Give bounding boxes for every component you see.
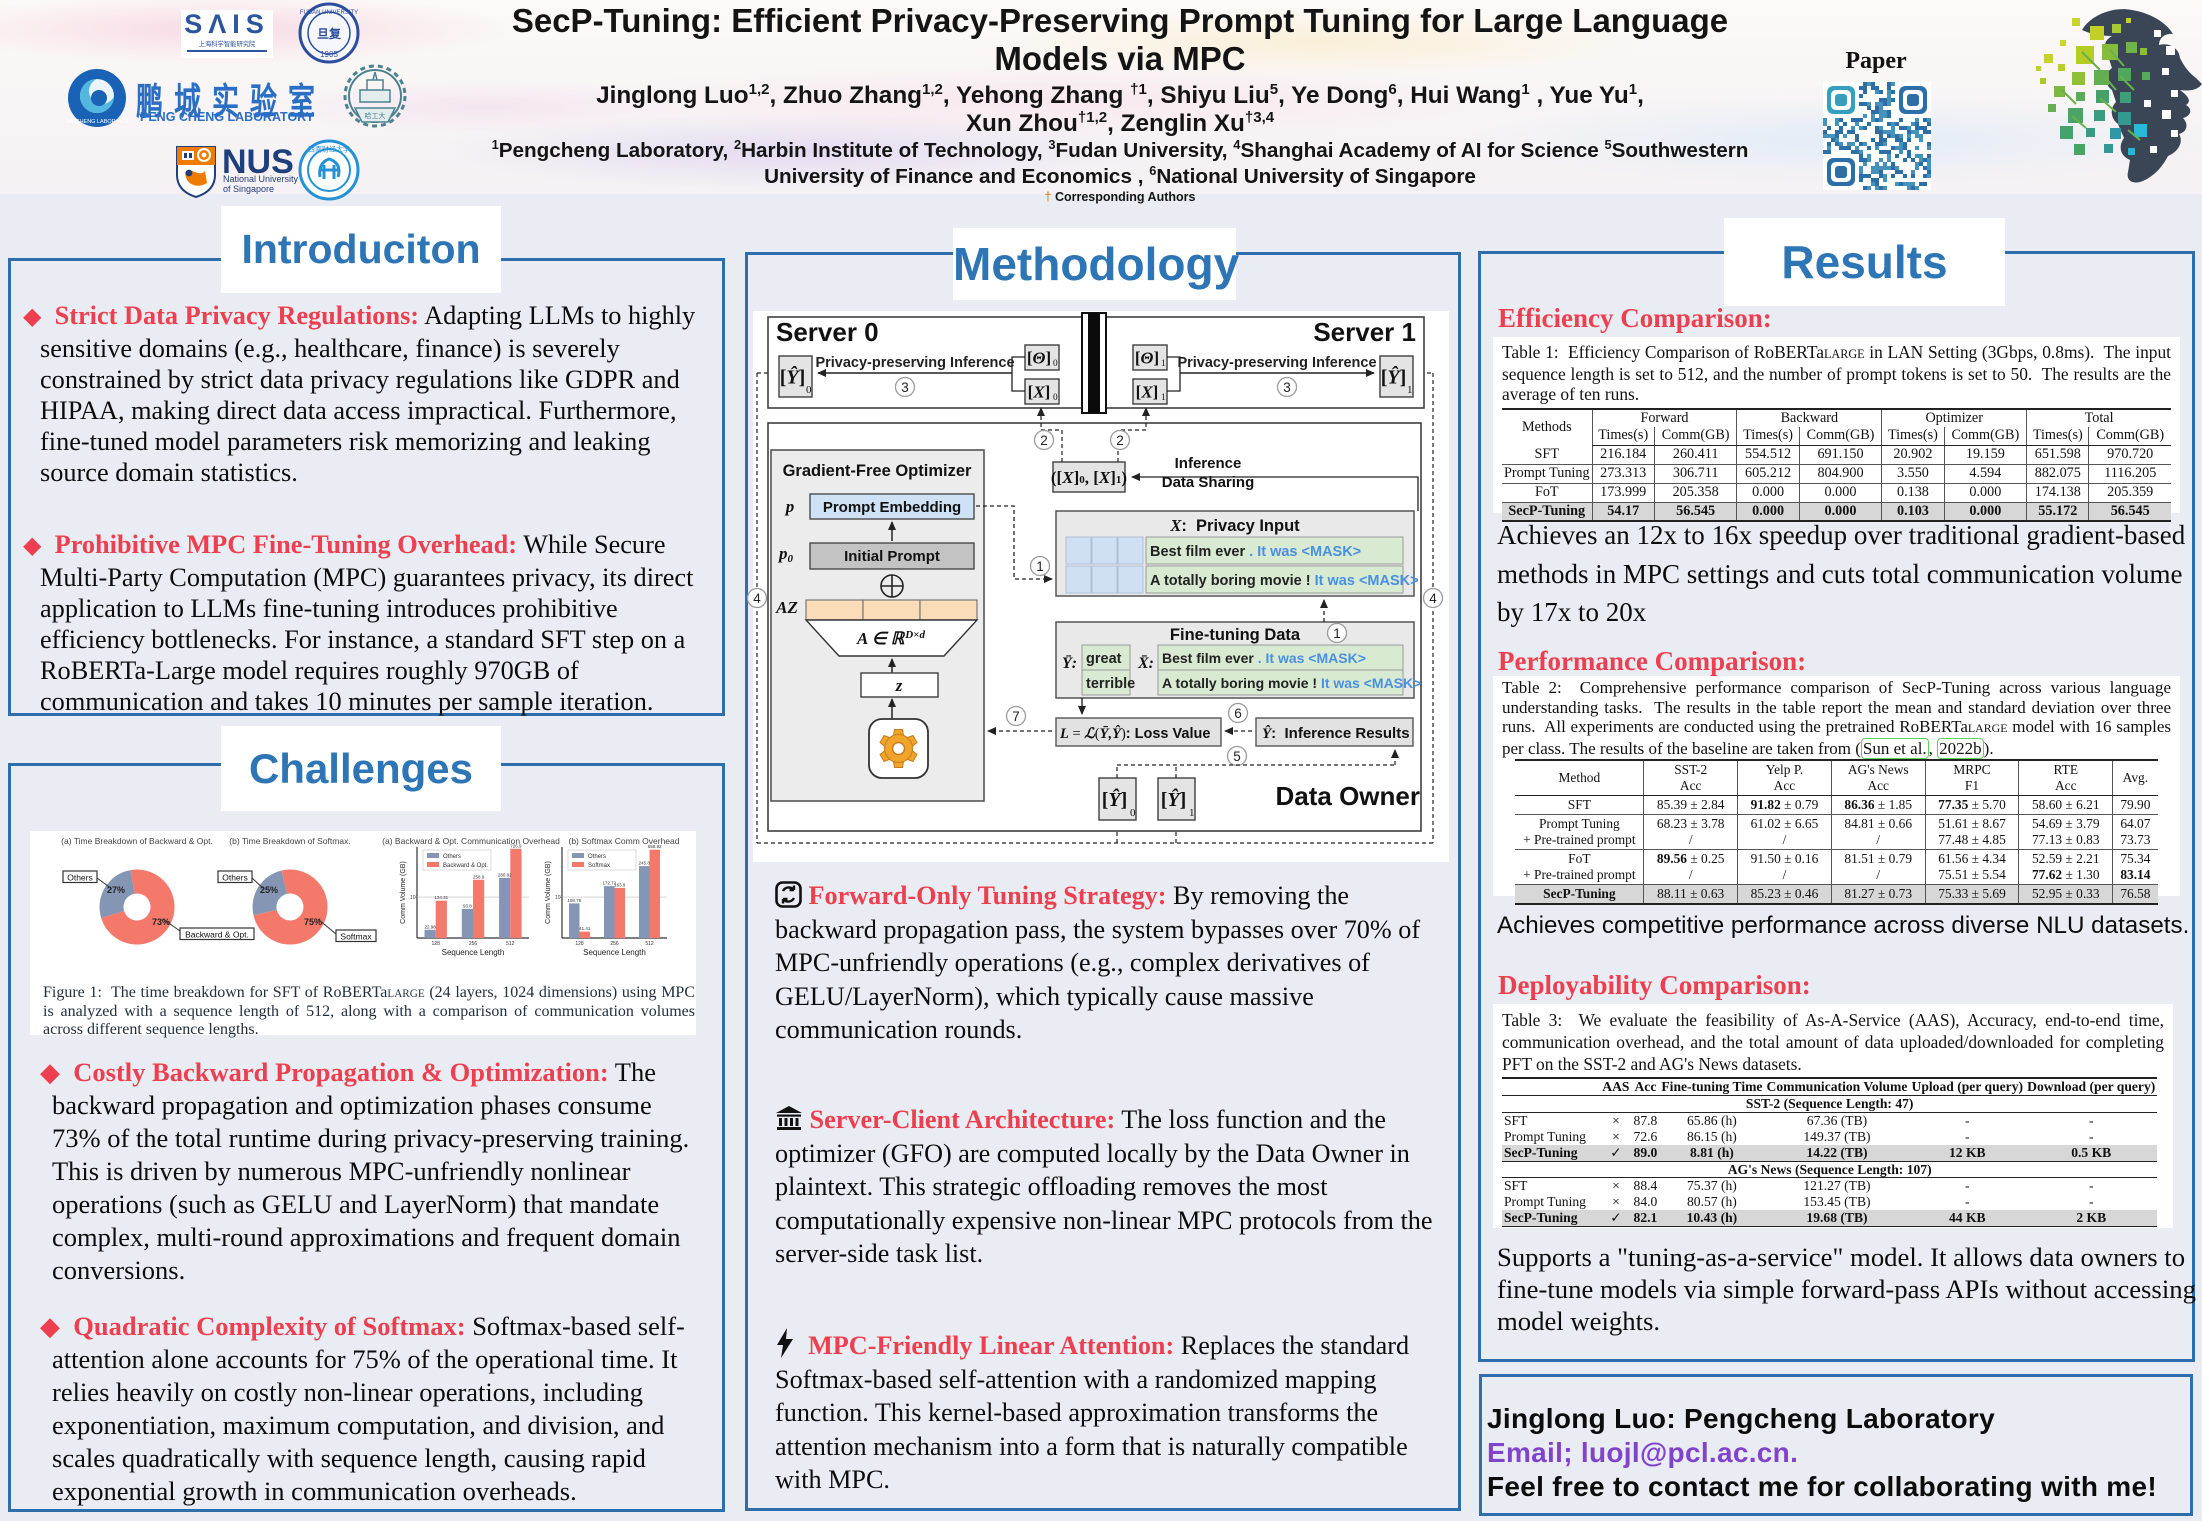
svg-text:[Θ]: [Θ] [1135,348,1159,367]
svg-text:terrible: terrible [1086,676,1135,692]
svg-text:7: 7 [1012,709,1020,724]
svg-text:256: 256 [469,941,478,947]
svg-text:2: 2 [1116,433,1124,448]
svg-text:Backward & Opt.: Backward & Opt. [185,930,249,940]
svg-text:1: 1 [1407,384,1413,396]
svg-text:Server 0: Server 0 [776,317,879,347]
svg-text:0: 0 [1130,807,1136,819]
svg-text:Data Sharing: Data Sharing [1162,474,1255,491]
svg-text:FUDAN UNIVERSITY: FUDAN UNIVERSITY [300,10,358,16]
svg-text:93.8: 93.8 [463,903,472,908]
svg-text:Softmax: Softmax [588,863,610,869]
svg-text:1: 1 [1161,359,1166,369]
svg-text:172.72: 172.72 [602,881,616,886]
svg-text:3: 3 [901,380,909,395]
svg-text:25%: 25% [260,885,278,895]
svg-text:0: 0 [1053,393,1058,403]
svg-text:10²: 10² [555,895,563,901]
svg-text:0: 0 [1053,359,1058,369]
svg-text:L = ℒ(Ȳ,Ŷ): Loss Value: L = ℒ(Ȳ,Ŷ): Loss Value [1059,725,1210,742]
svg-text:[Θ]: [Θ] [1027,348,1051,367]
svg-text:Server 1: Server 1 [1313,317,1416,347]
svg-text:旦复: 旦复 [317,26,342,41]
svg-text:Data Owner: Data Owner [1276,781,1421,811]
svg-text:Inference: Inference [1175,455,1242,472]
svg-text:Best film ever . It was <MASK>: Best film ever . It was <MASK> [1150,544,1361,560]
svg-text:哈工大: 哈工大 [365,111,386,120]
svg-text:Others: Others [222,873,248,883]
svg-text:A totally boring movie ! It wa: A totally boring movie ! It was <MASK> [1162,675,1421,691]
svg-text:1: 1 [1189,807,1195,819]
svg-text:280.82: 280.82 [498,872,512,877]
svg-text:3: 3 [1283,380,1291,395]
svg-text:[X]: [X] [1136,382,1159,401]
svg-text:[Ŷ]: [Ŷ] [1161,787,1187,811]
svg-text:134.31: 134.31 [434,895,448,900]
svg-text:258.9: 258.9 [473,874,485,879]
svg-text:AZ: AZ [775,598,798,617]
svg-text:2: 2 [1040,433,1048,448]
svg-text:27%: 27% [107,885,125,895]
svg-text:1: 1 [1036,559,1044,574]
svg-text:X: Privacy Input: X: Privacy Input [1169,516,1300,535]
svg-text:Prompt Embedding: Prompt Embedding [823,499,961,516]
svg-text:Gradient-Free Optimizer: Gradient-Free Optimizer [783,462,972,480]
svg-text:22.98: 22.98 [424,924,436,929]
svg-text:512: 512 [506,941,515,947]
svg-text:Ŷ: Inference Results: Ŷ: Inference Results [1262,725,1410,742]
svg-text:[Ŷ]: [Ŷ] [780,364,806,388]
svg-text:(b) Softmax Comm Overhead: (b) Softmax Comm Overhead [568,836,679,846]
svg-text:Privacy-preserving Inference: Privacy-preserving Inference [1177,355,1376,371]
svg-text:Privacy-preserving Inference: Privacy-preserving Inference [815,355,1014,371]
svg-text:245.8: 245.8 [639,861,651,866]
svg-text:Others: Others [443,854,461,860]
svg-text:A totally boring movie ! It wa: A totally boring movie ! It was <MASK> [1150,573,1419,589]
svg-text:[Ŷ]: [Ŷ] [1102,787,1128,811]
svg-text:p: p [784,497,795,516]
svg-text:10²: 10² [410,895,418,901]
svg-text:西南财经大学: 西南财经大学 [308,145,350,154]
svg-text:658.92: 658.92 [648,844,662,849]
svg-text:[X]: [X] [1028,382,1051,401]
svg-text:Fine-tuning Data: Fine-tuning Data [1170,626,1301,644]
svg-text:512: 512 [645,941,654,947]
svg-text:Sequence Length: Sequence Length [442,948,505,957]
svg-text:1: 1 [1161,393,1166,403]
svg-text:0: 0 [806,384,812,396]
svg-text:Comm Volume (GB): Comm Volume (GB) [400,861,407,924]
svg-text:726.9: 726.9 [510,843,522,848]
svg-text:256: 256 [610,941,619,947]
svg-text:(b) Time Breakdown of Softmax.: (b) Time Breakdown of Softmax. [229,836,350,846]
svg-text:1905: 1905 [320,50,338,59]
svg-text:41.41: 41.41 [579,926,591,931]
svg-text:(a) Backward & Opt. Communicat: (a) Backward & Opt. Communication Overhe… [382,836,560,846]
svg-text:([X]0, [X]1): ([X]0, [X]1) [1051,468,1127,487]
svg-text:1: 1 [1333,626,1341,641]
svg-text:Best film ever . It was <MASK>: Best film ever . It was <MASK> [1162,650,1366,666]
svg-text:[Ŷ]: [Ŷ] [1381,364,1407,388]
svg-text:4: 4 [753,591,761,606]
svg-text:great: great [1086,651,1122,667]
svg-text:Softmax: Softmax [340,932,372,942]
svg-text:Ȳ:: Ȳ: [1062,653,1077,672]
svg-text:4: 4 [1429,591,1437,606]
svg-text:(a) Time Breakdown of Backward: (a) Time Breakdown of Backward & Opt. [61,836,213,846]
svg-text:128: 128 [575,941,584,947]
svg-text:Initial Prompt: Initial Prompt [844,548,940,565]
svg-text:128: 128 [432,941,441,947]
svg-text:73%: 73% [152,917,170,927]
svg-text:Others: Others [67,873,93,883]
svg-text:75%: 75% [304,917,322,927]
svg-text:Backward & Opt.: Backward & Opt. [443,863,488,869]
svg-text:163.9: 163.9 [614,882,626,887]
svg-text:108.78: 108.78 [567,898,581,903]
svg-text:Comm Volume (GB): Comm Volume (GB) [545,861,552,924]
svg-text:6: 6 [1234,706,1242,721]
svg-text:X̄:: X̄: [1137,654,1154,672]
svg-text:z: z [895,676,903,695]
svg-text:Sequence Length: Sequence Length [583,948,646,957]
svg-text:5: 5 [1233,749,1241,764]
svg-text:Others: Others [588,854,606,860]
